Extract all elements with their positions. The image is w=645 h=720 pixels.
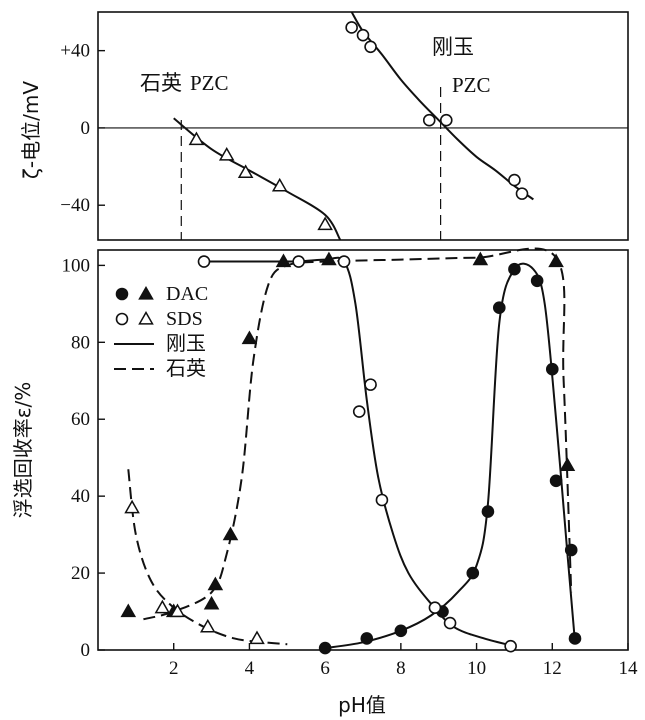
- zeta-point-open-triangle: [271, 177, 288, 192]
- zeta-point-open-circle: [422, 113, 436, 127]
- recovery-point-open-circle: [443, 616, 457, 630]
- recovery-point-filled-triangle: [207, 576, 224, 591]
- recovery-point-open-circle: [504, 639, 517, 653]
- recovery-point-filled-triangle: [275, 253, 292, 268]
- recovery-point-open-circle: [337, 255, 351, 268]
- recovery-point-open-circle: [364, 378, 377, 391]
- bottom-y-tick-label: 60: [71, 409, 90, 430]
- legend-label: DAC: [166, 283, 208, 305]
- bottom-data-points: [120, 251, 582, 655]
- recovery-point-filled-circle: [549, 474, 563, 488]
- legend-marker-open-circle: [115, 312, 129, 326]
- zeta-point-open-circle: [515, 187, 529, 200]
- recovery-point-filled-triangle: [203, 595, 220, 610]
- zeta-curve: [173, 117, 342, 241]
- recovery-point-filled-triangle: [120, 603, 137, 618]
- legend-marker-filled-triangle: [138, 285, 154, 300]
- recovery-point-open-triangle: [124, 499, 140, 514]
- x-tick-label: 2: [169, 658, 179, 679]
- bottom-y-tick-label: 20: [71, 563, 90, 584]
- bottom-panel-frame: [97, 249, 629, 651]
- recovery-point-filled-circle: [481, 505, 495, 518]
- x-axis-label: pH值: [338, 693, 386, 717]
- zeta-point-open-triangle: [317, 216, 333, 231]
- bottom-y-tick-label: 40: [71, 486, 90, 507]
- recovery-point-open-circle: [197, 255, 211, 268]
- zeta-potential-panel: −40 0 +40 石英 PZC 刚玉 PZC ζ-电位/mV: [19, 11, 629, 241]
- zeta-point-open-circle: [364, 40, 377, 54]
- bottom-y-tick-label: 0: [81, 640, 91, 661]
- bottom-y-tick-label: 100: [62, 255, 91, 276]
- top-y-tick-label: +40: [60, 41, 90, 62]
- top-y-axis-label: ζ-电位/mV: [19, 81, 43, 179]
- zeta-point-open-triangle: [218, 146, 235, 161]
- top-panel-frame: [97, 11, 629, 241]
- legend-label: SDS: [166, 308, 203, 330]
- recovery-point-open-circle: [292, 255, 305, 268]
- x-tick-label: 4: [245, 658, 255, 679]
- x-tick-label: 6: [320, 658, 330, 679]
- bottom-y-tick-label: 80: [71, 332, 90, 353]
- top-y-tick-label: 0: [81, 118, 91, 139]
- legend-marker-open-triangle: [138, 310, 154, 325]
- top-y-tick-label: −40: [60, 195, 90, 216]
- legend-label: 刚玉: [166, 331, 206, 355]
- x-tick-label: 10: [467, 658, 486, 679]
- recovery-point-open-triangle: [154, 599, 171, 614]
- recovery-point-filled-circle: [466, 566, 480, 580]
- zeta-point-open-circle: [439, 113, 453, 127]
- recovery-point-filled-circle: [394, 624, 408, 638]
- recovery-point-filled-triangle: [559, 457, 576, 472]
- recovery-point-open-circle: [428, 601, 442, 614]
- top-curves: [173, 11, 534, 241]
- top-data-points: [188, 21, 529, 231]
- zeta-point-open-circle: [356, 28, 370, 42]
- zeta-point-open-circle: [508, 173, 521, 187]
- corundum-curve: [298, 256, 515, 648]
- recovery-point-open-circle: [375, 493, 389, 507]
- recovery-point-filled-circle: [360, 632, 374, 645]
- pzc-markers: 石英 PZC 刚玉 PZC: [140, 35, 491, 240]
- recovery-point-filled-circle: [564, 543, 578, 557]
- recovery-point-filled-circle: [508, 262, 521, 276]
- quartz-label: 石英: [140, 71, 182, 95]
- bottom-y-axis-label: 浮选回收率ε/%: [11, 382, 35, 519]
- corundum-label: 刚玉: [432, 35, 474, 59]
- bottom-y-ticks: 0 20 40 60 80 100: [62, 255, 105, 661]
- recovery-point-filled-circle: [545, 362, 559, 376]
- legend-marker-filled-circle: [115, 287, 129, 301]
- recovery-point-open-triangle: [199, 618, 216, 633]
- x-tick-label: 8: [396, 658, 406, 679]
- recovery-point-open-triangle: [249, 630, 265, 645]
- x-tick-label: 12: [543, 658, 562, 679]
- recovery-point-filled-triangle: [321, 251, 337, 266]
- recovery-point-filled-circle: [530, 274, 544, 288]
- recovery-point-open-triangle: [169, 603, 186, 618]
- recovery-point-open-circle: [352, 405, 366, 418]
- zeta-point-open-triangle: [188, 131, 205, 146]
- zeta-point-open-circle: [345, 21, 358, 34]
- recovery-point-filled-triangle: [241, 330, 258, 345]
- recovery-point-filled-circle: [492, 301, 506, 314]
- legend-label: 石英: [166, 356, 206, 380]
- x-tick-label: 14: [619, 658, 639, 679]
- recovery-point-filled-circle: [568, 632, 582, 645]
- recovery-point-filled-triangle: [472, 251, 489, 266]
- zeta-point-open-triangle: [237, 164, 254, 178]
- recovery-point-filled-triangle: [548, 253, 564, 268]
- quartz-pzc-label: PZC: [190, 71, 229, 95]
- corundum-pzc-label: PZC: [452, 73, 491, 97]
- top-y-ticks: −40 0 +40: [60, 41, 105, 216]
- recovery-point-filled-triangle: [222, 526, 239, 541]
- bottom-x-ticks: 2 4 6 8 10 12 14: [169, 643, 638, 679]
- recovery-point-filled-circle: [318, 641, 332, 655]
- corundum-curve: [324, 262, 576, 650]
